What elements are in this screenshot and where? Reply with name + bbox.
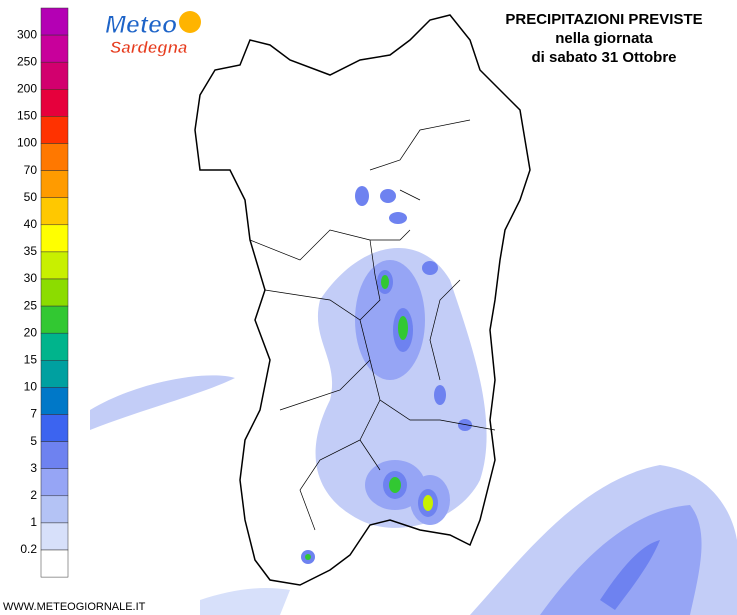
legend-swatch: [40, 414, 69, 442]
legend-swatch: [40, 441, 69, 469]
footer: WWW.METEOGIORNALE.IT: [3, 601, 146, 613]
legend-swatch: [40, 116, 69, 144]
legend-label: 15: [24, 352, 38, 366]
province-borders: [249, 119, 496, 531]
legend-label: 1: [30, 515, 37, 529]
legend-label: 300: [17, 27, 37, 41]
legend-swatch: [40, 332, 69, 361]
legend-label: 20: [24, 325, 38, 339]
legend-swatch: [40, 251, 69, 280]
legend-swatch: [40, 278, 69, 307]
legend-label: 25: [24, 298, 38, 312]
legend-label: 100: [17, 136, 37, 150]
legend-swatch: [40, 387, 69, 415]
legend-swatch: [40, 549, 69, 578]
title: nella giornata: [555, 30, 653, 47]
legend-swatch: [40, 89, 69, 117]
legend-swatch: [40, 305, 69, 334]
legend-swatch: [40, 61, 69, 90]
legend-label: 150: [17, 109, 37, 123]
legend-label: 3: [30, 461, 37, 475]
rain-field: [90, 186, 737, 615]
legend-label: 2: [30, 488, 37, 502]
legend-swatch: [40, 143, 69, 171]
logo-text: Meteo: [105, 11, 177, 39]
legend-swatch: [40, 7, 69, 36]
legend-label: 50: [24, 190, 38, 204]
legend-label: 0.2: [20, 542, 37, 556]
legend-swatch: [40, 34, 69, 63]
legend-label: 10: [24, 380, 38, 394]
legend-swatch: [40, 468, 69, 497]
legend-label: 70: [24, 163, 38, 177]
legend-swatch: [40, 495, 69, 524]
island-outline: [194, 14, 531, 586]
logo-sun: [179, 11, 201, 33]
legend-swatch: [40, 197, 69, 226]
title: PRECIPITAZIONI PREVISTE: [505, 11, 702, 28]
title: di sabato 31 Ottobre: [531, 49, 676, 66]
legend-label: 35: [24, 244, 38, 258]
legend-swatch: [40, 170, 69, 198]
legend-label: 200: [17, 81, 37, 95]
legend-label: 250: [17, 54, 37, 68]
legend-label: 30: [24, 271, 38, 285]
legend-swatch: [40, 522, 69, 551]
legend-label: 5: [30, 434, 37, 448]
footer-bg: [0, 598, 152, 615]
legend-swatch: [40, 360, 69, 388]
legend-label: 40: [24, 217, 38, 231]
legend-label: 7: [30, 407, 37, 421]
logo-text: Sardegna: [110, 38, 187, 57]
legend-swatch: [40, 224, 69, 253]
